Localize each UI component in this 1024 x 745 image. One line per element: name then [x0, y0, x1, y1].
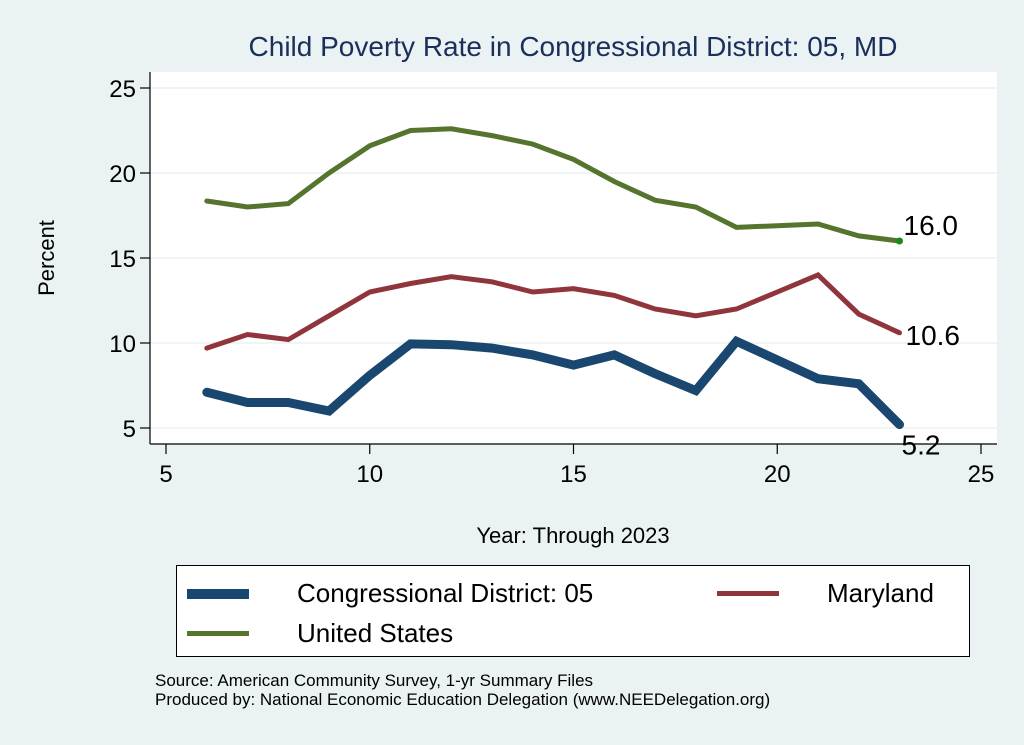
end-label-maryland: 10.6 [906, 320, 961, 351]
legend-label: United States [297, 618, 454, 648]
x-tick-label: 15 [560, 461, 587, 488]
endpoint-marker-united-states [896, 237, 903, 245]
legend-label: Maryland [827, 578, 934, 608]
y-tick-label: 20 [109, 161, 136, 188]
series-line-district [202, 335, 904, 430]
series-line-maryland [204, 272, 902, 351]
legend-swatch-united-states [187, 631, 249, 636]
y-tick-label: 15 [109, 246, 136, 273]
producer-line: Produced by: National Economic Education… [155, 690, 771, 709]
x-axis: 5 10 15 20 25 [150, 443, 997, 488]
x-tick-label: 20 [764, 461, 791, 488]
chart: Child Poverty Rate in Congressional Dist… [34, 31, 997, 548]
chart-title: Child Poverty Rate in Congressional Dist… [249, 31, 898, 62]
x-axis-title: Year: Through 2023 [476, 523, 669, 548]
gridlines [150, 87, 997, 429]
x-tick-label: 5 [159, 461, 172, 488]
y-tick-label: 25 [109, 76, 136, 103]
end-label-united-states: 16.0 [904, 210, 959, 241]
series-lines [202, 126, 904, 430]
legend-item-maryland: Maryland [717, 578, 934, 609]
source-note: Source: American Community Survey, 1-yr … [155, 671, 770, 709]
source-line: Source: American Community Survey, 1-yr … [155, 671, 594, 690]
y-tick-label: 5 [123, 416, 136, 443]
y-axis: 5 10 15 20 25 [109, 72, 151, 444]
series-line-united-states [204, 126, 902, 244]
legend-swatch-district [187, 588, 249, 599]
x-tick-label: 25 [968, 461, 995, 488]
legend-item-united-states: United States [187, 618, 453, 649]
legend-item-district: Congressional District: 05 [187, 578, 593, 609]
legend: Congressional District: 05 Maryland Unit… [176, 565, 970, 657]
y-tick-label: 10 [109, 331, 136, 358]
legend-swatch-maryland [717, 591, 779, 596]
y-axis-title: Percent [34, 220, 59, 296]
end-labels: 5.2 10.6 16.0 [902, 210, 961, 461]
end-label-district: 5.2 [902, 430, 941, 461]
x-tick-label: 10 [356, 461, 383, 488]
legend-label: Congressional District: 05 [297, 578, 594, 608]
